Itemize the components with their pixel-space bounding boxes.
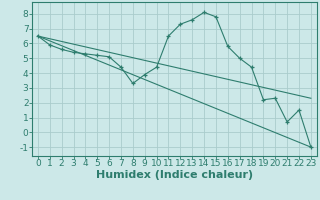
X-axis label: Humidex (Indice chaleur): Humidex (Indice chaleur) [96, 170, 253, 180]
